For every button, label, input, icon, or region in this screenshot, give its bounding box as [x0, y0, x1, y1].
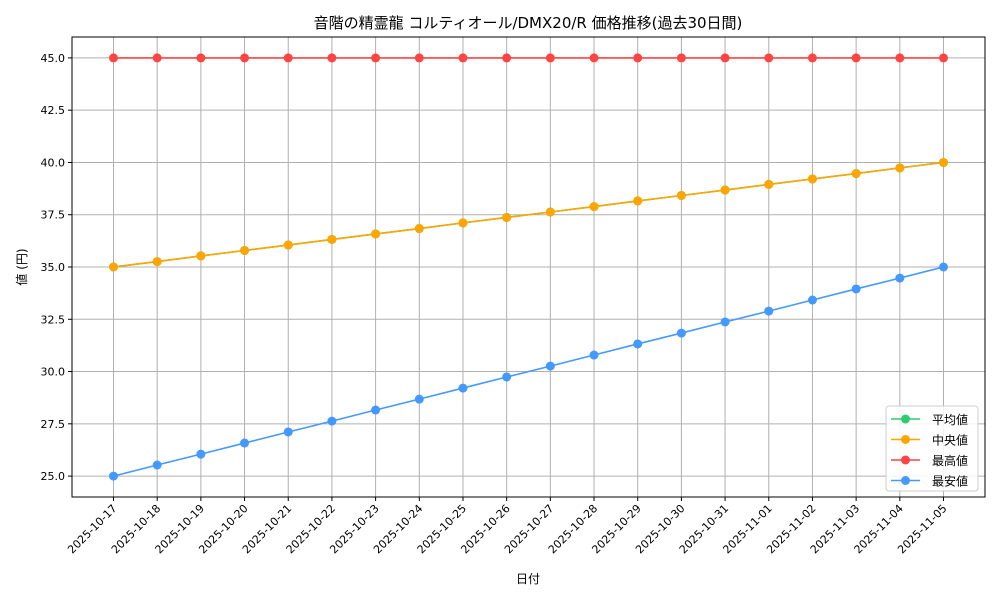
y-tick-label: 42.5	[41, 104, 66, 117]
series-group	[109, 53, 948, 481]
legend-label: 最高値	[932, 453, 968, 468]
y-axis-label: 値 (円)	[14, 248, 29, 285]
data-point	[240, 438, 250, 448]
data-point	[371, 229, 381, 239]
series-1	[109, 157, 948, 272]
data-point	[851, 53, 861, 63]
data-point	[502, 212, 512, 222]
data-point	[240, 245, 250, 255]
data-point	[633, 196, 643, 206]
data-point	[939, 157, 948, 167]
legend-marker	[901, 455, 910, 465]
data-point	[545, 53, 555, 63]
data-point	[851, 169, 861, 179]
legend-marker	[901, 414, 910, 424]
y-tick-label: 37.5	[41, 209, 66, 222]
data-point	[458, 218, 468, 228]
data-point	[502, 53, 512, 63]
legend-label: 最安値	[932, 474, 968, 489]
data-point	[152, 257, 162, 267]
data-point	[458, 383, 468, 393]
data-point	[152, 460, 162, 470]
data-point	[196, 449, 206, 459]
data-point	[764, 53, 774, 63]
series-line	[113, 266, 944, 477]
y-tick-label: 35.0	[41, 261, 66, 274]
data-point	[414, 224, 424, 234]
series-line	[113, 161, 944, 268]
data-point	[327, 53, 337, 63]
legend-box	[885, 405, 979, 492]
data-point	[283, 427, 293, 437]
data-point	[371, 53, 381, 63]
data-point	[720, 317, 730, 327]
legend-marker	[901, 476, 910, 485]
data-point	[414, 394, 424, 404]
y-tick-label: 32.5	[41, 313, 66, 326]
data-point	[807, 53, 817, 63]
data-point	[720, 53, 730, 63]
data-point	[676, 190, 686, 200]
data-point	[589, 202, 599, 212]
data-point	[414, 53, 424, 63]
grid	[72, 37, 985, 497]
data-point	[109, 53, 118, 63]
y-axis: 25.0 27.5 30.0 32.5 35.0 37.5 40.0 42.5 45.0	[41, 52, 72, 483]
data-point	[676, 53, 686, 63]
data-point	[851, 284, 861, 294]
series-3	[109, 262, 948, 481]
data-point	[895, 163, 905, 173]
data-point	[240, 53, 250, 63]
data-point	[545, 361, 555, 371]
data-point	[545, 207, 555, 217]
chart-title: 音階の精霊龍 コルティオール/DMX20/R 価格推移(過去30日間)	[314, 14, 743, 32]
data-point	[589, 53, 599, 63]
legend-marker	[901, 435, 910, 444]
y-tick-label: 40.0	[41, 156, 66, 169]
data-point	[895, 53, 905, 63]
data-point	[807, 174, 817, 184]
series-2	[109, 53, 948, 63]
y-tick-label: 25.0	[41, 470, 66, 483]
data-point	[895, 273, 905, 283]
data-point	[633, 339, 643, 349]
data-point	[283, 240, 293, 250]
data-point	[502, 372, 512, 382]
data-point	[283, 53, 293, 63]
data-point	[676, 328, 686, 338]
data-point	[764, 306, 774, 316]
data-point	[327, 234, 337, 244]
data-point	[371, 405, 381, 415]
data-point	[633, 53, 643, 63]
legend-label: 平均値	[932, 412, 968, 427]
data-point	[196, 251, 206, 261]
x-axis: 2025-10-172025-10-182025-10-192025-10-20…	[65, 497, 950, 556]
data-point	[720, 185, 730, 195]
y-tick-label: 45.0	[41, 52, 66, 65]
data-point	[327, 416, 337, 426]
data-point	[109, 471, 118, 481]
y-tick-label: 30.0	[41, 366, 66, 379]
data-point	[807, 295, 817, 305]
y-tick-label: 27.5	[41, 418, 66, 431]
data-point	[764, 179, 774, 189]
data-point	[939, 262, 948, 272]
x-axis-label: 日付	[516, 572, 540, 586]
legend-label: 中央値	[932, 433, 968, 448]
data-point	[109, 262, 118, 272]
data-point	[589, 350, 599, 360]
data-point	[458, 53, 468, 63]
data-point	[939, 53, 948, 63]
data-point	[196, 53, 206, 63]
data-point	[152, 53, 162, 63]
